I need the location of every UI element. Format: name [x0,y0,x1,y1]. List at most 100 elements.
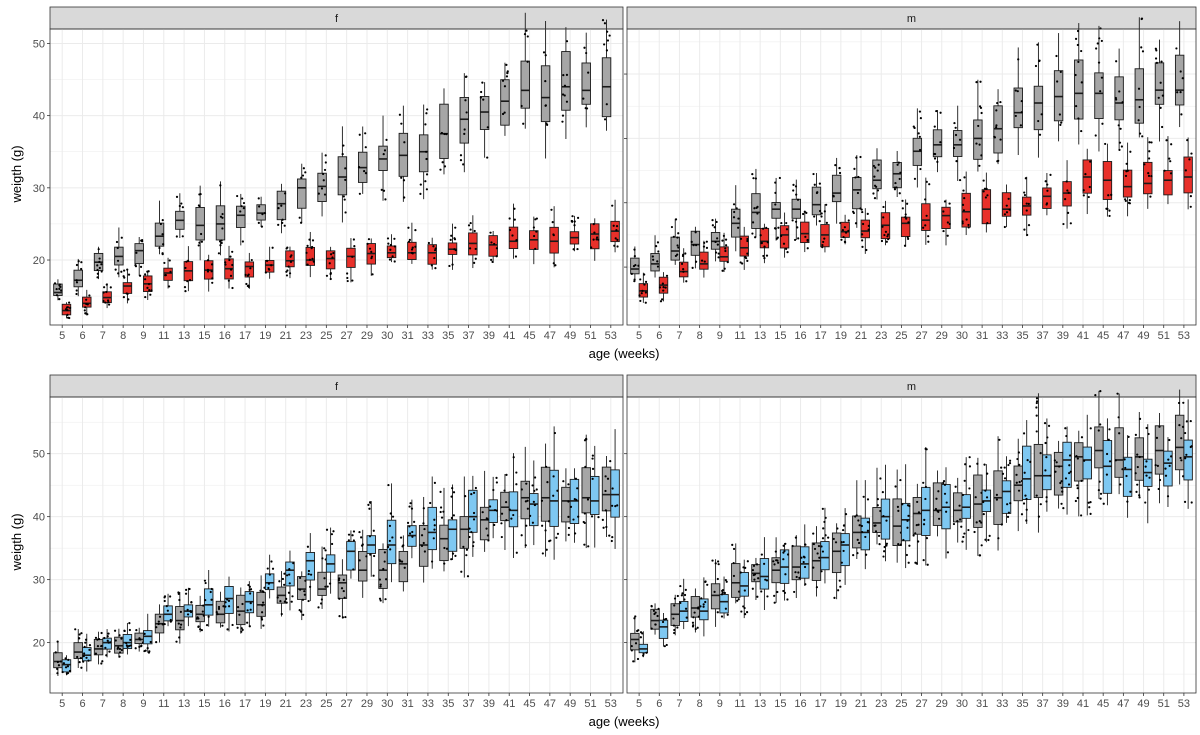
jitter-point [408,238,411,241]
jitter-point [332,530,335,533]
jitter-point [704,600,707,604]
jitter-point [84,641,87,644]
jitter-point [924,198,927,201]
jitter-point [704,580,707,583]
jitter-point [661,282,664,285]
jitter-point [796,198,800,201]
x-tick-label: 53 [1178,330,1190,342]
jitter-point [1084,173,1087,176]
jitter-point [724,607,727,610]
jitter-point [995,493,999,496]
box-body [285,250,295,268]
jitter-point [535,488,538,491]
jitter-point [685,280,688,283]
jitter-point [495,481,498,484]
box-blue-17 [820,507,830,584]
jitter-point [754,236,757,239]
box-grey-15 [195,185,205,261]
jitter-point [1165,139,1168,142]
jitter-point [1094,394,1097,397]
jitter-point [1135,490,1138,494]
jitter-point [603,118,607,121]
jitter-point [88,648,91,651]
box-body [973,119,983,160]
jitter-point [685,616,688,619]
x-tick-label: 51 [1158,698,1170,710]
jitter-point [495,255,498,258]
jitter-point [116,259,120,262]
box-red-7 [679,248,689,283]
jitter-point [515,551,518,554]
jitter-point [1044,180,1047,183]
jitter-point [464,75,468,79]
jitter-point [552,494,555,497]
jitter-point [773,594,776,597]
jitter-point [534,218,537,221]
box-red-39 [488,230,498,263]
jitter-point [259,589,262,592]
jitter-point [906,504,910,507]
box-grey-16 [215,181,226,256]
jitter-point [389,243,392,247]
jitter-point [791,544,794,548]
jitter-point [603,22,607,25]
jitter-point [186,280,189,283]
jitter-point [78,637,81,640]
jitter-point [262,601,265,604]
jitter-point [1118,432,1121,435]
jitter-point [1015,481,1018,484]
box-grey-23 [297,571,307,621]
jitter-point [490,241,493,244]
jitter-point [360,536,363,539]
jitter-point [469,221,472,225]
jitter-point [866,498,870,501]
jitter-point [1119,127,1122,130]
jitter-point [680,594,683,597]
x-tick-label: 33 [422,330,434,342]
box-body [880,498,891,540]
jitter-point [512,513,515,517]
jitter-point [184,266,187,270]
jitter-point [953,121,956,125]
box-red-16 [800,210,810,253]
jitter-point [676,236,679,239]
jitter-point [525,482,528,485]
x-tick-label: 17 [239,330,251,342]
jitter-point [358,559,361,562]
jitter-point [353,245,356,248]
jitter-point [842,549,845,553]
jitter-point [78,661,81,664]
jitter-point [1177,401,1181,405]
jitter-point [756,212,759,215]
jitter-point [120,648,123,652]
box-grey-47 [1114,392,1124,495]
jitter-point [414,245,417,248]
jitter-point [590,515,594,518]
box-grey-19 [256,196,267,228]
jitter-point [503,111,506,114]
jitter-point [925,448,928,451]
jitter-point [595,236,599,239]
jitter-point [995,498,998,501]
box-body [561,51,571,111]
jitter-point [545,465,548,468]
jitter-point [58,298,61,301]
jitter-point [329,271,332,275]
jitter-point [227,599,231,602]
jitter-point [934,507,938,511]
jitter-point [759,234,762,237]
box-body [800,546,810,579]
jitter-point [883,233,886,237]
jitter-point [552,475,555,478]
jitter-point [465,554,468,557]
jitter-point [606,39,610,42]
jitter-point [61,670,64,674]
jitter-point [206,268,210,271]
box-grey-47 [1114,48,1124,152]
jitter-point [613,244,616,247]
jitter-point [1046,183,1049,186]
box-red-19 [840,214,850,245]
jitter-point [1185,453,1188,456]
jitter-point [665,617,668,621]
jitter-point [918,148,922,152]
